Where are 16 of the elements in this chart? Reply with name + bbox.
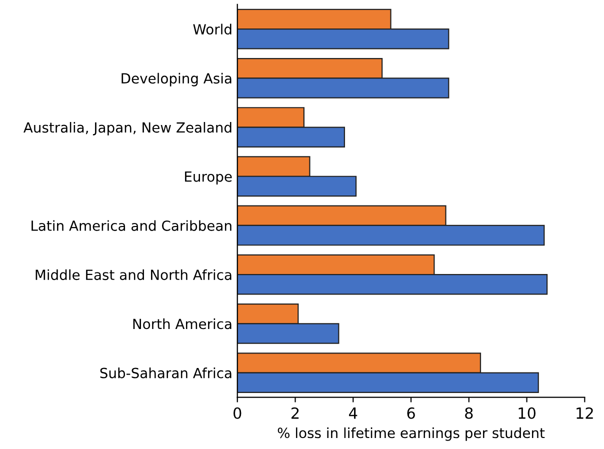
x-tick-label: 8 xyxy=(465,407,473,419)
y-tick-label: Latin America and Caribbean xyxy=(32,220,232,231)
x-tick-label: 10 xyxy=(518,407,536,419)
x-tick-label: 6 xyxy=(407,407,415,419)
y-tick-label: Sub-Saharan Africa xyxy=(100,368,232,378)
y-tick-label: Middle East and North Africa xyxy=(36,269,232,280)
y-tick-label: Europe xyxy=(185,172,232,185)
y-tick-label: Developing Asia xyxy=(122,72,232,86)
y-tick-label: North America xyxy=(133,318,232,330)
x-tick-label: 2 xyxy=(292,407,299,419)
x-tick-label: 12 xyxy=(576,407,593,419)
x-tick-label: 4 xyxy=(349,408,358,419)
x-axis-title: % loss in lifetime earnings per student xyxy=(278,427,545,441)
y-tick-label: Australia, Japan, New Zealand xyxy=(24,122,232,136)
y-tick-label: World xyxy=(193,24,232,35)
x-tick-label: 0 xyxy=(234,407,242,419)
